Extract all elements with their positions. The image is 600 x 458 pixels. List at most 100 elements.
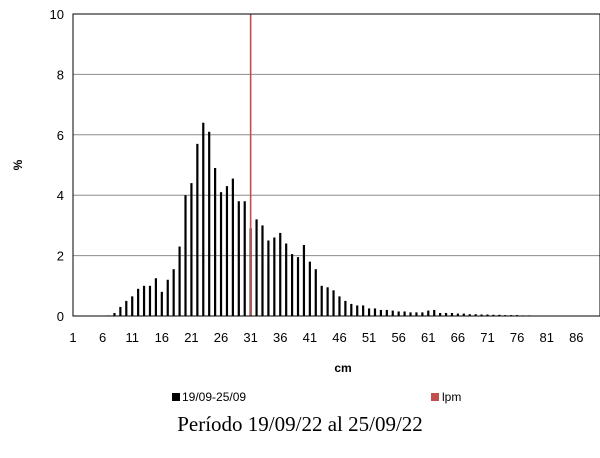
bar xyxy=(498,314,501,316)
bar xyxy=(154,278,157,316)
bar xyxy=(243,201,246,316)
bar xyxy=(403,311,406,316)
legend-label-series: 19/09-25/09 xyxy=(182,390,246,404)
x-tick-label: 41 xyxy=(303,330,317,345)
bar xyxy=(362,305,365,316)
bar xyxy=(119,306,122,316)
bar xyxy=(290,254,294,316)
x-tick-label: 61 xyxy=(421,330,435,345)
bar xyxy=(142,285,146,316)
bar xyxy=(255,219,258,316)
bar xyxy=(433,309,436,316)
bar xyxy=(225,186,229,316)
x-tick-label: 26 xyxy=(214,330,228,345)
bar xyxy=(237,201,240,316)
legend-label-lpm: lpm xyxy=(442,390,461,404)
bar xyxy=(373,308,377,316)
bar xyxy=(320,285,323,316)
bar xyxy=(219,192,223,316)
chart-caption: Período 19/09/22 al 25/09/22 xyxy=(177,412,423,436)
x-tick-label: 81 xyxy=(539,330,553,345)
bar xyxy=(474,314,477,316)
bar xyxy=(409,312,412,316)
bar xyxy=(273,237,276,316)
bar xyxy=(350,303,353,316)
y-tick-label: 4 xyxy=(57,188,64,203)
x-tick-label: 66 xyxy=(451,330,465,345)
bar xyxy=(202,122,205,316)
bar xyxy=(166,279,169,316)
bar xyxy=(450,312,454,316)
x-tick-label: 71 xyxy=(480,330,494,345)
bar xyxy=(113,312,116,316)
bar xyxy=(314,269,317,316)
bar xyxy=(356,305,359,316)
y-tick-label: 10 xyxy=(50,7,64,22)
legend-swatch-series xyxy=(172,393,180,401)
x-axis-label: cm xyxy=(334,361,351,375)
bar xyxy=(184,195,187,316)
bar xyxy=(421,312,424,316)
bar xyxy=(462,313,465,316)
bar xyxy=(279,232,282,316)
bar xyxy=(480,314,483,316)
bar xyxy=(332,290,335,316)
y-axis-label: % xyxy=(11,159,25,170)
x-tick-label: 1 xyxy=(69,330,76,345)
bar xyxy=(379,309,383,316)
bar xyxy=(137,288,140,316)
bar xyxy=(444,312,448,316)
x-tick-label: 11 xyxy=(125,330,139,345)
bar xyxy=(415,312,418,316)
y-tick-label: 6 xyxy=(57,128,64,143)
x-tick-label: 51 xyxy=(362,330,376,345)
bar xyxy=(190,183,193,316)
bar xyxy=(178,246,181,316)
bar xyxy=(326,287,329,316)
bar xyxy=(196,143,199,316)
x-tick-label: 46 xyxy=(332,330,346,345)
bar xyxy=(208,131,211,316)
x-tick-label: 31 xyxy=(243,330,257,345)
bar xyxy=(148,285,152,316)
bar xyxy=(285,243,288,316)
x-tick-label: 56 xyxy=(391,330,405,345)
bar xyxy=(308,261,311,316)
bar xyxy=(427,310,430,316)
bar xyxy=(231,178,234,316)
legend: 19/09-25/09 lpm xyxy=(172,390,461,404)
bar xyxy=(296,257,300,316)
bar xyxy=(367,308,371,316)
bar xyxy=(261,225,264,316)
y-tick-label: 8 xyxy=(57,67,64,82)
bar xyxy=(391,310,394,316)
grid-lines xyxy=(73,73,600,257)
bar-series xyxy=(107,122,531,316)
x-tick-label: 76 xyxy=(510,330,524,345)
bar xyxy=(468,314,471,316)
x-tick-label: 36 xyxy=(273,330,287,345)
bar xyxy=(439,312,442,316)
bar xyxy=(456,313,459,316)
y-tick-label: 0 xyxy=(57,309,64,324)
x-tick-labels: 1 6 11 16 21 26 31 36 41 46 51 56 61 66 71 76 81 86 xyxy=(69,330,583,345)
bar xyxy=(267,240,270,316)
bar xyxy=(486,314,489,316)
bar xyxy=(125,300,128,316)
y-tick-labels: 0 2 4 6 8 10 xyxy=(50,7,64,324)
y-tick-label: 2 xyxy=(57,249,64,264)
bar xyxy=(131,296,134,316)
bar xyxy=(214,168,217,316)
legend-swatch-lpm xyxy=(431,393,439,401)
x-tick-label: 16 xyxy=(155,330,169,345)
bar xyxy=(302,245,306,316)
bar xyxy=(385,309,388,316)
bar xyxy=(492,314,495,316)
bar xyxy=(344,300,347,316)
bar xyxy=(397,311,400,316)
plot-frame xyxy=(72,13,600,317)
bar xyxy=(338,296,341,316)
x-tick-label: 86 xyxy=(569,330,583,345)
x-tick-label: 6 xyxy=(99,330,106,345)
